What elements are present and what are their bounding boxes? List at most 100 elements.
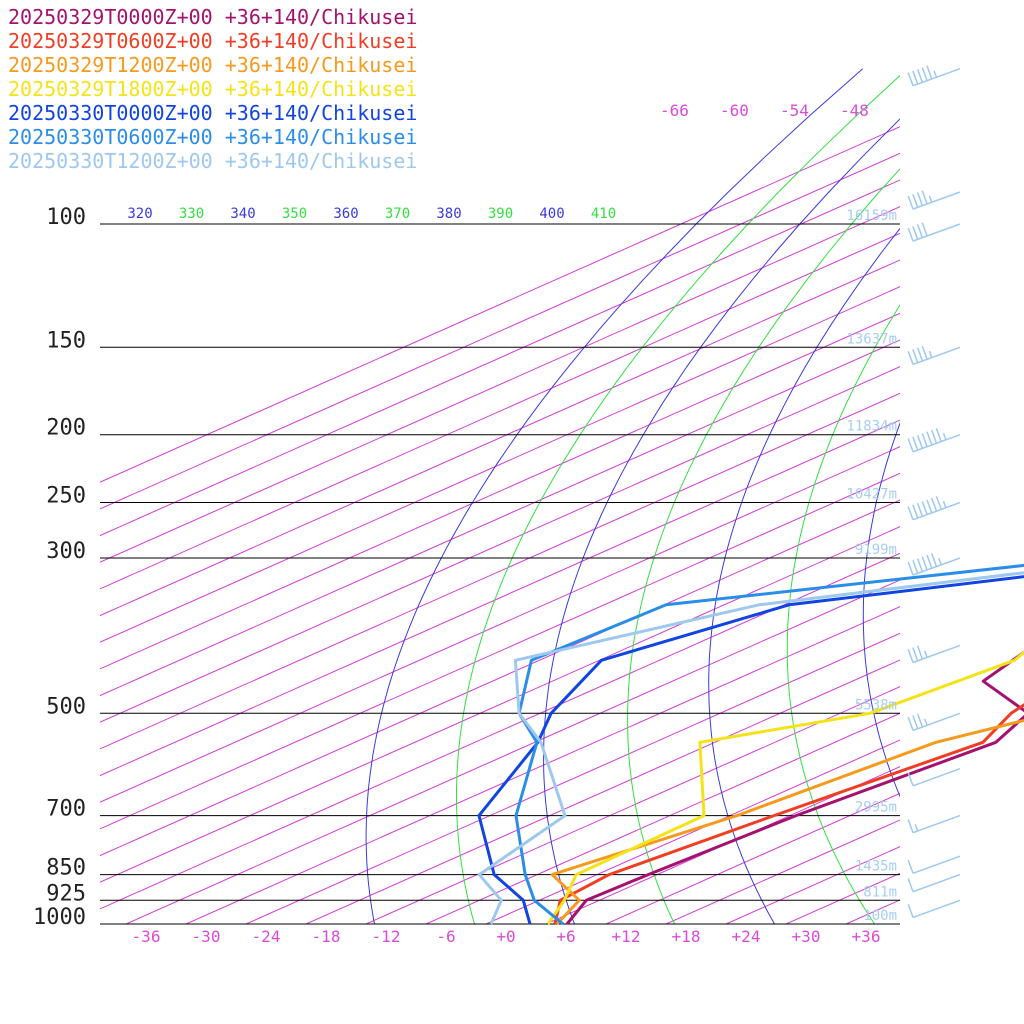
wind-barb-staff	[912, 191, 961, 210]
wind-barb-feather	[912, 225, 919, 240]
wind-barb-feather	[916, 347, 924, 362]
isotherm-line	[124, 579, 900, 924]
temperature-profile-line	[546, 650, 1024, 925]
upper-temperature-label: -60	[720, 101, 749, 120]
height-label: 11834m	[846, 419, 897, 435]
isotherm-line	[100, 419, 900, 777]
wind-barb-feather	[916, 502, 924, 517]
wind-barb-feather	[916, 645, 924, 660]
wind-barb-feather	[921, 67, 928, 81]
theta-curve	[627, 168, 900, 924]
height-label: 9199m	[855, 542, 897, 558]
isotherm-line	[873, 0, 1024, 939]
wind-barb-feather	[926, 554, 933, 569]
wind-barb	[907, 190, 961, 210]
wind-barb-feather	[921, 556, 928, 571]
temperature-profile-line	[477, 571, 1024, 925]
theta-label: 390	[488, 206, 513, 222]
wind-barb-feather	[907, 649, 914, 663]
theta-label: 400	[539, 206, 564, 222]
legend-entry: 20250329T0600Z+00 +36+140/Chikusei	[8, 29, 417, 53]
temperature-tick-label: -6	[436, 927, 455, 946]
wind-barb-feather	[916, 713, 924, 728]
temperature-tick-label: +18	[672, 927, 701, 946]
wind-barb-feather	[921, 345, 928, 360]
height-label: 10427m	[846, 487, 897, 503]
theta-label: 340	[230, 206, 255, 222]
height-label: 811m	[863, 884, 897, 900]
legend-entry: 20250329T1200Z+00 +36+140/Chikusei	[8, 53, 417, 77]
theta-label: 380	[436, 206, 461, 222]
wind-barb-feather	[907, 716, 914, 731]
wind-barb-feather	[916, 68, 924, 83]
theta-curve	[543, 118, 900, 924]
isotherm-line	[100, 232, 900, 590]
isotherm-line	[100, 206, 900, 563]
wind-barb	[907, 855, 961, 875]
wind-barb-feather	[930, 429, 938, 444]
temperature-profile-line	[565, 650, 1024, 925]
isotherm-line	[364, 686, 900, 924]
wind-barb-feather	[921, 190, 928, 205]
theta-curve	[1008, 69, 1024, 939]
isotherm-line	[724, 846, 900, 924]
temperature-profiles	[477, 563, 1024, 926]
pressure-label: 250	[46, 484, 86, 509]
upper-temperature-label: -48	[840, 101, 869, 120]
upper-temperature-label: -66	[660, 101, 689, 120]
legend-entry: 20250330T0000Z+00 +36+140/Chikusei	[8, 101, 417, 125]
wind-barb-feather	[912, 715, 919, 729]
wind-barb-half-feather	[938, 558, 942, 566]
wind-barb-feather	[916, 434, 924, 449]
wind-barb-feather	[907, 438, 914, 453]
wind-barb-staff	[912, 873, 961, 893]
wind-barb-feather	[926, 499, 933, 514]
wind-barb-feather	[907, 819, 914, 833]
isotherm-line	[184, 606, 900, 924]
pressure-label: 300	[46, 539, 86, 564]
height-label: 1435m	[855, 859, 897, 875]
temperature-tick-label: -30	[192, 927, 221, 946]
pressure-label: 200	[46, 416, 86, 441]
wind-barb-feather	[926, 65, 933, 80]
wind-barb-staff	[912, 346, 961, 366]
isotherm-line	[604, 792, 900, 924]
wind-barb-feather	[907, 72, 914, 87]
wind-barb-feather	[930, 553, 938, 567]
wind-barb-staff	[912, 899, 961, 919]
temperature-tick-label: +30	[792, 927, 821, 946]
pressure-label: 100	[46, 205, 86, 230]
wind-barb-feather	[912, 436, 919, 451]
wind-barbs	[907, 65, 961, 919]
wind-barb	[907, 644, 961, 664]
wind-barb	[907, 553, 961, 576]
isotherm-line	[100, 526, 900, 883]
wind-barb-feather	[912, 559, 919, 574]
isotherm-line	[100, 152, 900, 510]
temperature-tick-label: +12	[612, 927, 641, 946]
pressure-label: 925	[46, 881, 86, 906]
isotherm-line	[244, 632, 900, 924]
isotherm-line	[100, 499, 900, 857]
isotherm-line	[100, 259, 900, 617]
legend-entry: 20250329T1800Z+00 +36+140/Chikusei	[8, 77, 417, 101]
wind-barb-feather	[930, 497, 938, 512]
isotherm-line	[100, 366, 900, 723]
temperature-tick-label: +0	[496, 927, 515, 946]
theta-curve	[937, 69, 1024, 939]
temperature-tick-label: +36	[852, 927, 881, 946]
temperature-tick-label: -18	[312, 927, 341, 946]
temperature-tick-label: -24	[252, 927, 281, 946]
isotherm-line	[100, 339, 900, 697]
height-label: 13637m	[846, 331, 897, 347]
wind-barb-feather	[907, 227, 914, 242]
wind-barb	[907, 345, 961, 366]
pressure-label: 500	[46, 694, 86, 719]
wind-barb	[907, 873, 961, 893]
temperature-profile-line	[553, 703, 1024, 925]
height-label: 100m	[863, 908, 897, 924]
wind-barb-half-feather	[942, 500, 947, 508]
wind-barb-feather	[912, 349, 919, 363]
wind-barb-feather	[907, 195, 914, 210]
